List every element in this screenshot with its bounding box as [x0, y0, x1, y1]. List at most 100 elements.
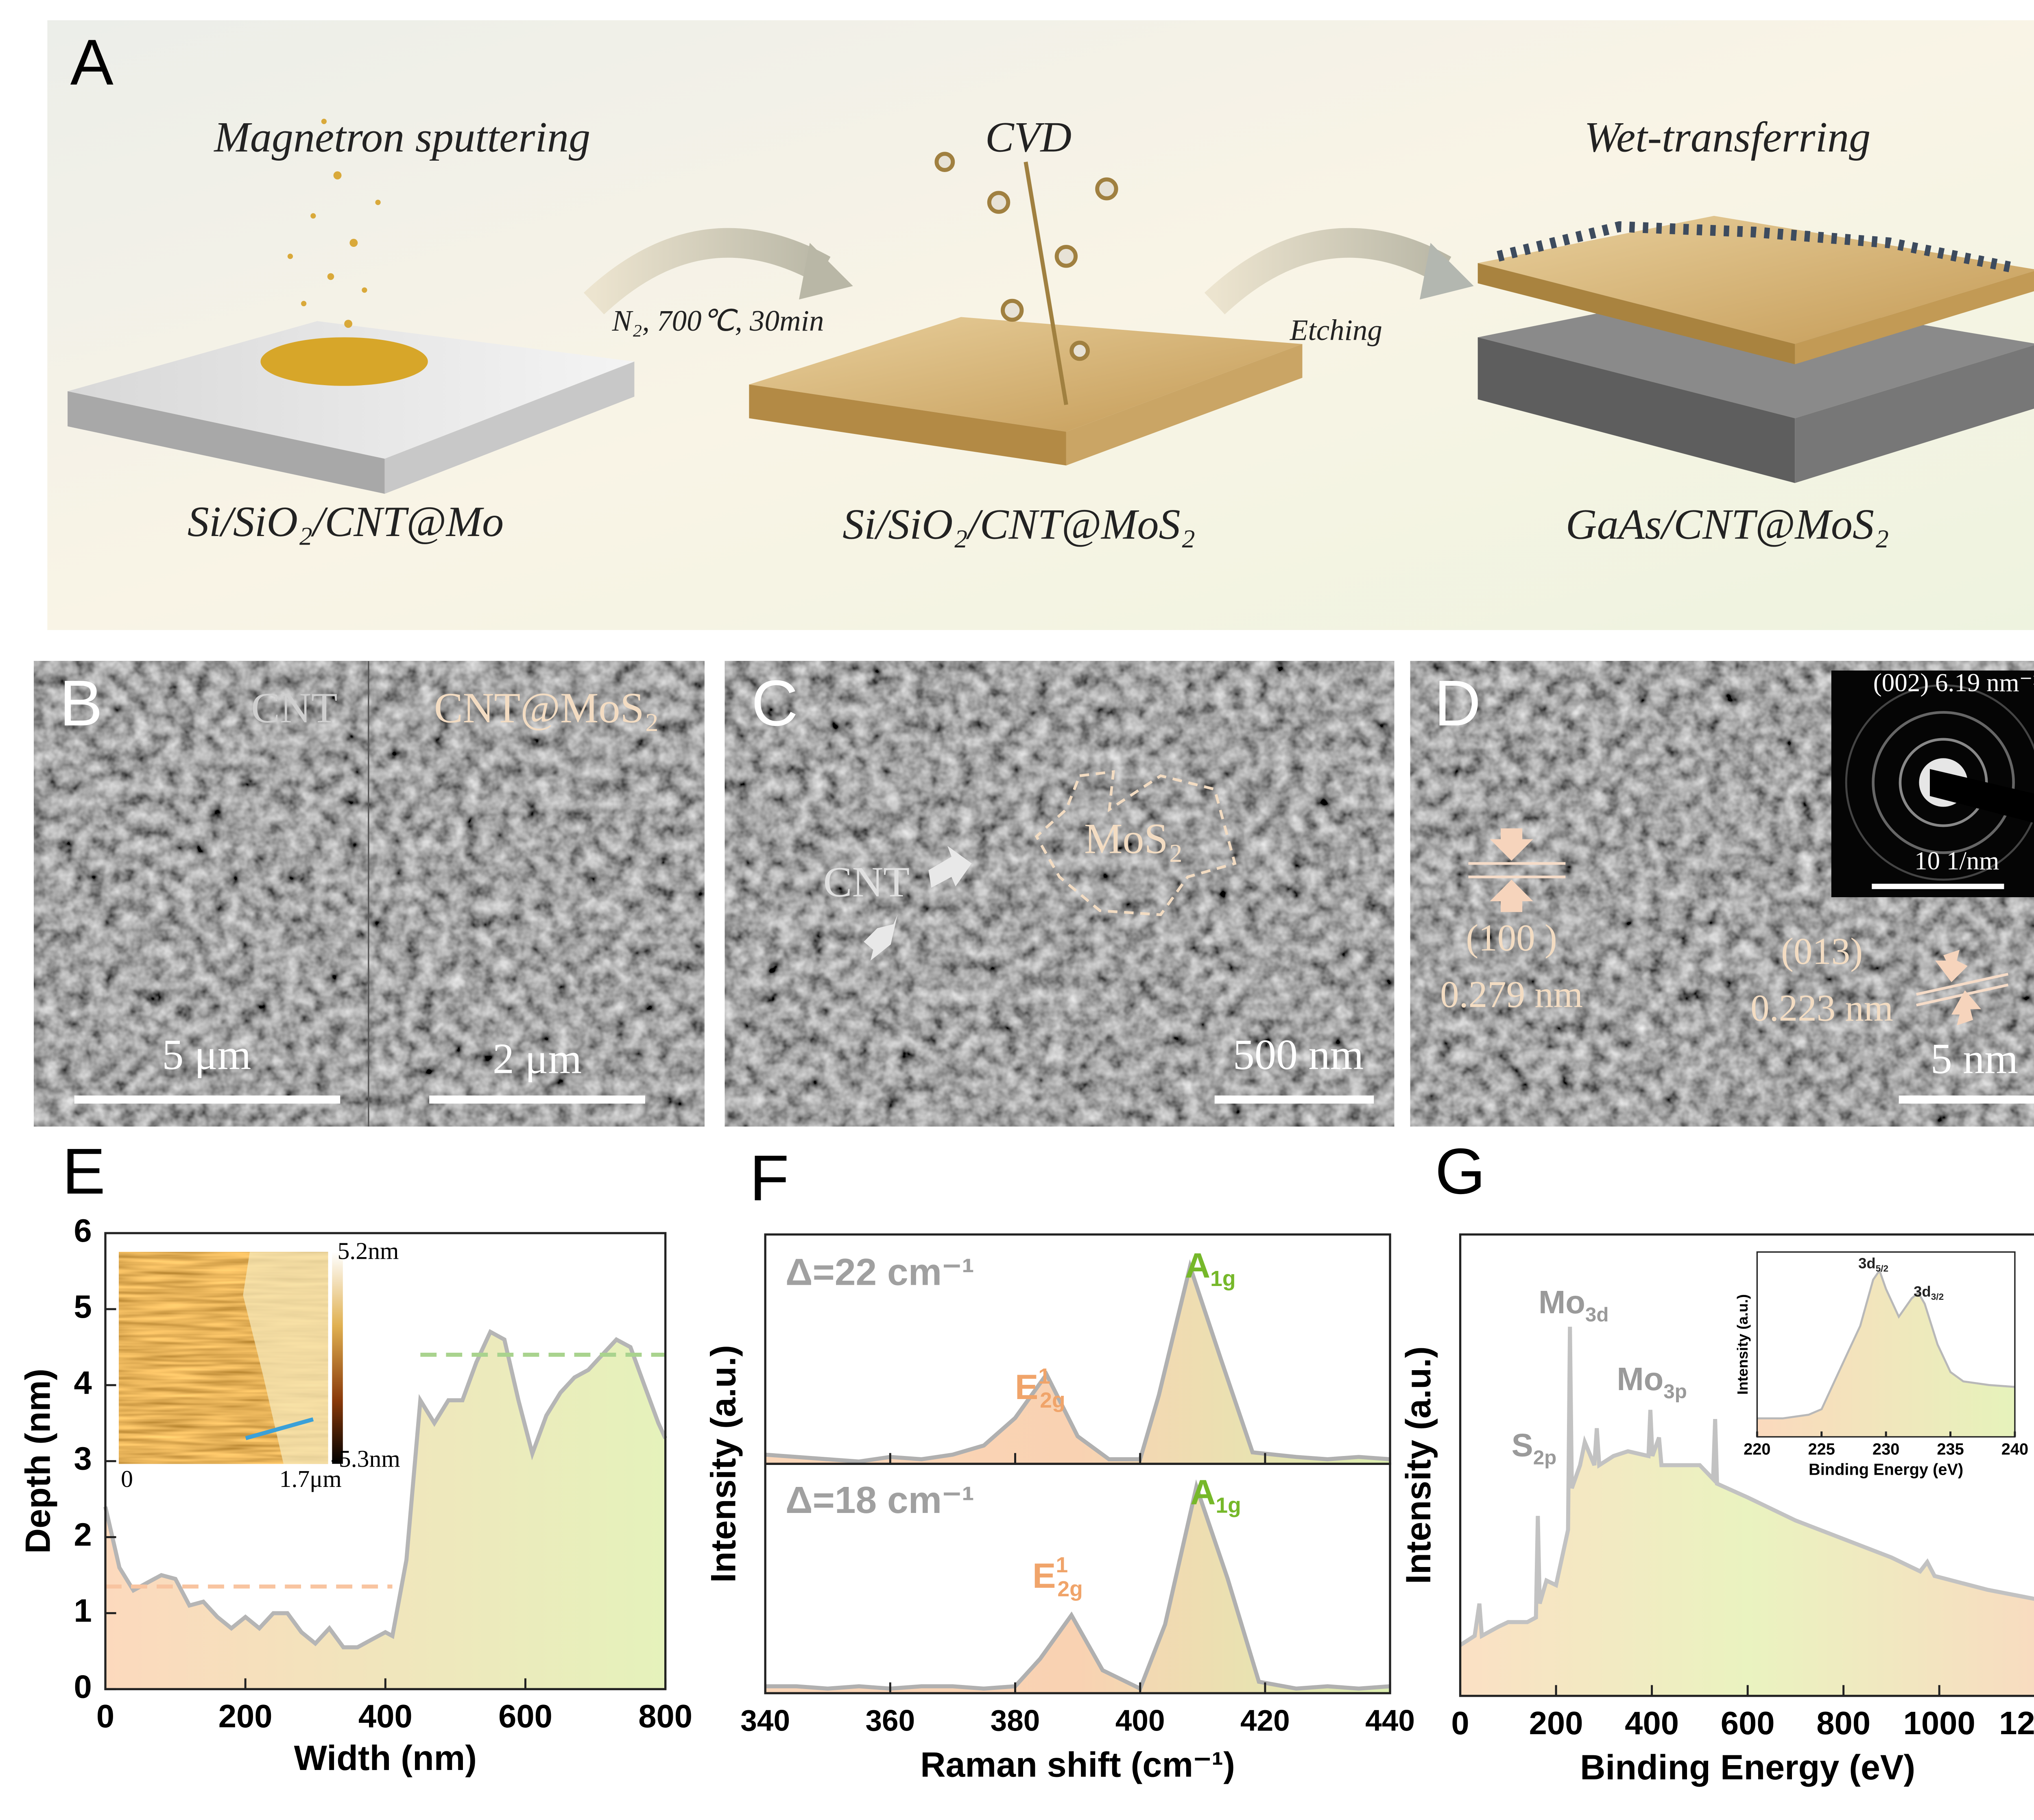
peak-label: 3d3/2	[1914, 1283, 1944, 1302]
peak-label: A1g	[1190, 1473, 1241, 1517]
x-tick-label: 800	[638, 1698, 692, 1734]
data-line	[765, 1479, 1390, 1691]
label-part: 3d	[1585, 1303, 1609, 1325]
x-tick-label: 200	[1529, 1705, 1583, 1741]
label-part: 5/2	[1876, 1264, 1888, 1274]
image-label: MoS₂	[1084, 815, 1183, 863]
image-label: CNT	[823, 858, 910, 906]
data-line	[103, 1329, 668, 1650]
panel-label: D	[1434, 667, 1481, 739]
process-arrow	[1204, 228, 1451, 315]
sem-image	[725, 661, 1395, 1127]
x-tick-label: 360	[865, 1704, 915, 1737]
colorbar	[332, 1252, 343, 1464]
pointer-arrow	[864, 915, 898, 961]
x-tick-label: 400	[1625, 1705, 1679, 1741]
label-part: A	[1190, 1473, 1216, 1512]
y-axis-title: Intensity (a.u.)	[704, 1345, 743, 1583]
label-part: 1g	[1216, 1493, 1241, 1517]
label-part: E	[1015, 1368, 1039, 1407]
panel-label: E	[62, 1135, 105, 1208]
sample-name: Si/SiO₂/CNT@Mo	[188, 497, 504, 545]
image-label: CNT	[251, 684, 337, 732]
label-part: E	[1032, 1556, 1056, 1595]
label-part: 2g	[1057, 1577, 1082, 1601]
arrow-head	[799, 243, 853, 300]
peak-label: E1 2g	[1015, 1364, 1065, 1412]
subplot-label: Δ=22 cm⁻¹	[786, 1251, 974, 1293]
afm-profile	[245, 1417, 314, 1441]
sample-name: GaAs/CNT@MoS₂	[1566, 500, 1889, 548]
x-tick-label: 225	[1808, 1441, 1835, 1458]
label-part: 3d	[1914, 1283, 1931, 1300]
lattice-arrow	[1935, 950, 1968, 982]
y-tick-label: 0	[74, 1668, 92, 1704]
label-part: 1	[1038, 1364, 1050, 1388]
label-part: A	[1185, 1246, 1210, 1285]
data-line	[1757, 1268, 2015, 1419]
label-part: 3d	[1858, 1255, 1876, 1271]
x-axis-title: Binding Energy (eV)	[1809, 1460, 1963, 1478]
y-axis-title: Intensity (a.u.)	[1734, 1294, 1751, 1395]
scale-label: 5 nm	[1931, 1034, 2018, 1082]
condition: N₂, 700℃, 30min	[612, 304, 824, 337]
peak-label: Mo3p	[1617, 1361, 1687, 1403]
x-tick-label: 230	[1873, 1441, 1899, 1458]
area-fill	[1757, 1270, 2015, 1437]
lattice-marker	[1468, 862, 2009, 1007]
region-outline	[1034, 770, 1237, 916]
panel-label: F	[749, 1142, 789, 1214]
label-part: 3/2	[1931, 1292, 1944, 1302]
area-fill	[105, 1332, 666, 1689]
x-axis-title: Binding Energy (eV)	[1580, 1748, 1915, 1787]
label-part: 1g	[1210, 1267, 1235, 1291]
colorbar-label: 5.2nm	[338, 1237, 399, 1264]
inset-label: (002) 6.19 nm⁻¹	[1873, 669, 2034, 697]
plane-label: (013)	[1781, 931, 1863, 972]
panel-label: A	[70, 26, 113, 98]
slab-3	[1477, 216, 2034, 483]
data-line	[1459, 1327, 2034, 1647]
inset-axis-label: 0	[121, 1465, 133, 1492]
x-tick-label: 400	[1115, 1704, 1165, 1737]
area-fill	[1460, 1327, 2034, 1696]
image-label: CNT@MoS₂	[434, 684, 659, 732]
y-tick-label: 4	[74, 1364, 92, 1401]
data-line	[765, 1259, 1390, 1464]
step-title: Magnetron sputtering	[213, 113, 590, 161]
slab-2	[749, 152, 1303, 466]
lattice-arrow	[1490, 828, 1533, 861]
peak-label: A1g	[1185, 1246, 1236, 1291]
peak-label: Mo3d	[1539, 1284, 1609, 1326]
scale-label: 10 1/nm	[1914, 847, 1999, 875]
arrow-head	[1420, 243, 1474, 300]
subplot-label: Δ=18 cm⁻¹	[786, 1479, 974, 1521]
y-tick-label: 6	[74, 1212, 92, 1249]
x-tick-label: 340	[740, 1704, 790, 1737]
process-arrow	[583, 228, 831, 315]
plot-frame	[764, 1463, 1391, 1694]
spacing-label: 0.223 nm	[1750, 987, 1893, 1029]
x-tick-label: 0	[96, 1698, 114, 1734]
y-tick-label: 5	[74, 1288, 92, 1325]
beam-stop	[1929, 769, 2034, 823]
label-part: 1	[1056, 1553, 1068, 1577]
x-tick-label: 600	[1721, 1705, 1775, 1741]
slab-1	[68, 118, 635, 494]
x-tick-label: 800	[1816, 1705, 1870, 1741]
panel-label: B	[59, 667, 103, 739]
colorbar-label: -5.3nm	[331, 1445, 400, 1472]
step-title: CVD	[985, 113, 1072, 161]
x-axis-title: Raman shift (cm⁻¹)	[920, 1745, 1235, 1784]
y-tick-label: 3	[74, 1441, 92, 1477]
label-part: 3p	[1663, 1380, 1687, 1402]
inset-axis-label: 1.7μm	[279, 1465, 342, 1492]
panel-label: C	[751, 667, 798, 739]
x-tick-label: 235	[1937, 1441, 1964, 1458]
scale-label: 5 μm	[162, 1030, 251, 1078]
step-title: Wet-transferring	[1584, 113, 1871, 161]
peak-label: S2p	[1512, 1427, 1557, 1468]
peak-label: 3d5/2	[1858, 1255, 1888, 1274]
